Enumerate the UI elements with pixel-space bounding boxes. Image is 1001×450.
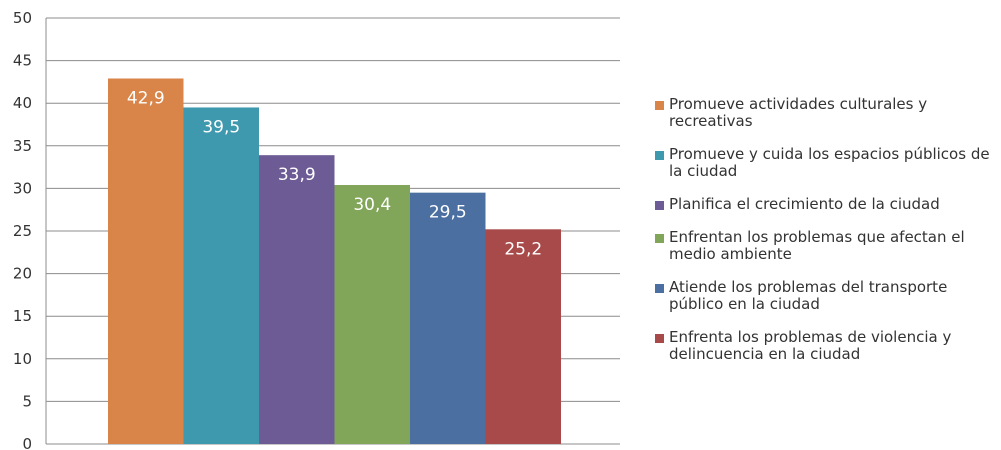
legend-item-4: Enfrentan los problemas que afectan el m… [655,229,995,263]
y-tick-label-30: 30 [13,179,32,197]
legend-item-3: Planifica el crecimiento de la ciudad [655,196,995,213]
legend-label-4: Enfrentan los problemas que afectan el m… [669,228,965,263]
legend-swatch-5 [655,284,664,293]
legend: Promueve actividades culturales y recrea… [655,96,995,379]
y-tick-label-15: 15 [13,307,32,325]
data-label-5: 29,5 [429,203,467,223]
legend-item-6: Enfrenta los problemas de violencia y de… [655,329,995,363]
y-tick-label-40: 40 [13,94,32,112]
y-tick-label-50: 50 [13,9,32,27]
data-label-4: 30,4 [353,195,391,215]
bar-chart: 0 5 10 15 20 25 30 35 40 45 50 42,9 39,5 33,9 30,4 29,5… [13,9,620,450]
legend-label-3: Planifica el crecimiento de la ciudad [669,195,940,213]
bar-6 [485,229,561,444]
bar-1 [108,78,184,444]
data-label-1: 42,9 [127,88,165,108]
legend-label-5: Atiende los problemas del transporte púb… [669,278,948,313]
bar-4 [334,184,410,444]
legend-label-6: Enfrenta los problemas de violencia y de… [669,328,952,363]
legend-swatch-3 [655,201,664,210]
bar-2 [183,107,259,445]
legend-swatch-6 [655,334,664,343]
legend-label-2: Promueve y cuida los espacios públicos d… [669,145,990,180]
bar-5 [410,192,486,444]
legend-item-2: Promueve y cuida los espacios públicos d… [655,146,995,180]
legend-label-1: Promueve actividades culturales y recrea… [669,95,928,130]
legend-swatch-4 [655,234,664,243]
legend-item-5: Atiende los problemas del transporte púb… [655,279,995,313]
y-tick-label-10: 10 [13,350,32,368]
y-tick-label-35: 35 [13,137,32,155]
data-label-2: 39,5 [202,117,240,137]
data-label-3: 33,9 [278,165,316,185]
bar-3 [259,155,335,444]
y-tick-label-25: 25 [13,222,32,240]
y-tick-label-0: 0 [22,435,32,450]
legend-item-1: Promueve actividades culturales y recrea… [655,96,995,130]
data-label-6: 25,2 [504,239,542,259]
y-tick-label-45: 45 [13,52,32,70]
y-tick-label-5: 5 [22,392,32,410]
y-tick-label-20: 20 [13,265,32,283]
legend-swatch-2 [655,151,664,160]
legend-swatch-1 [655,101,664,110]
